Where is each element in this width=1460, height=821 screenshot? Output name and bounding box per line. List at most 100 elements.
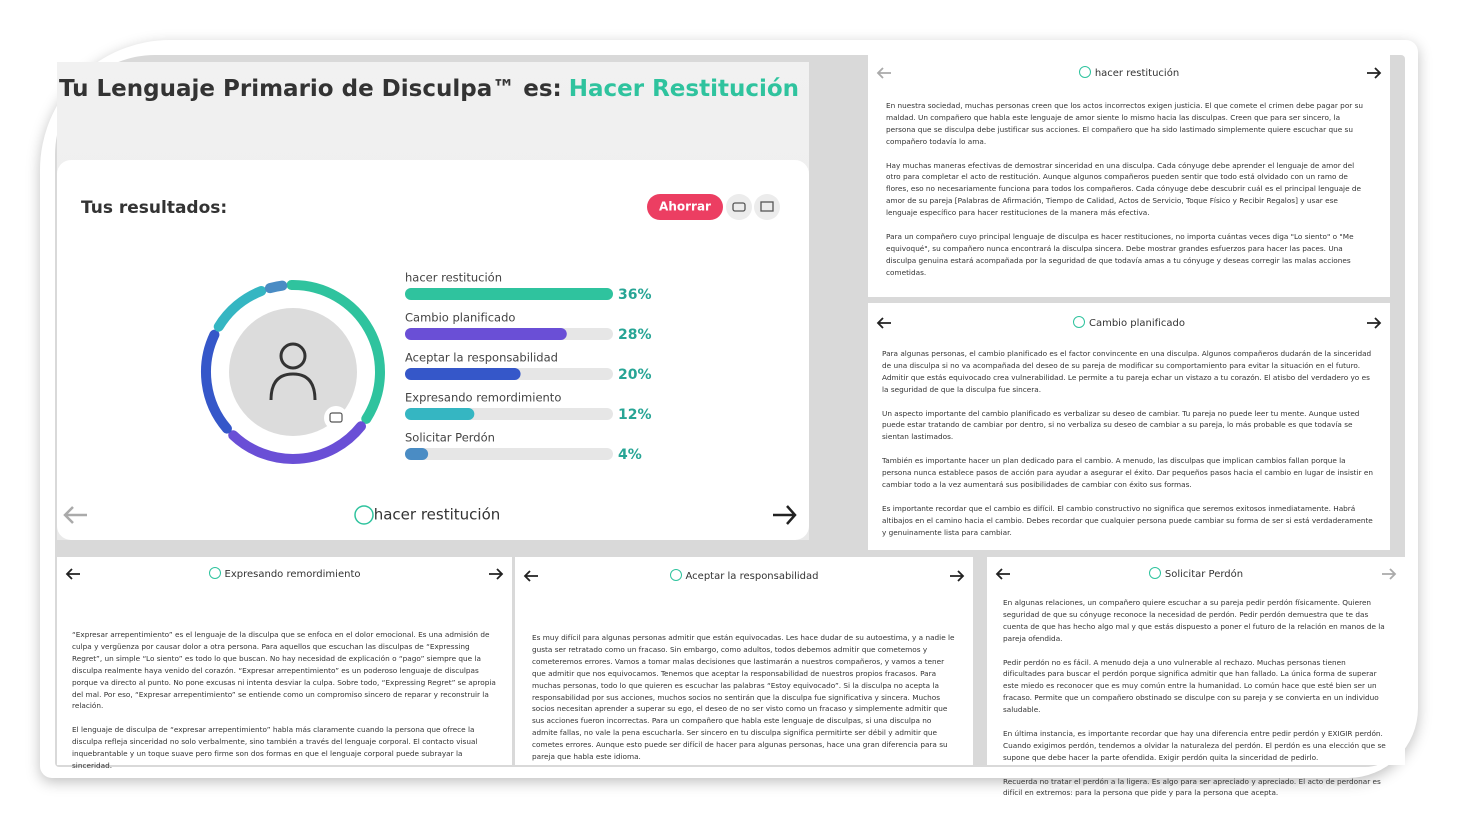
- page-title: Tu Lenguaje Primario de Disculpa™ es: Hac…: [59, 76, 799, 102]
- save-button-label[interactable]: Ahorrar: [659, 200, 711, 214]
- card-icon: [1072, 316, 1085, 328]
- card-paragraph: Un aspecto importante del cambio planifi…: [882, 408, 1360, 442]
- arrow-path: [1382, 568, 1397, 580]
- arrow-path: [489, 568, 504, 580]
- card-paragraph: El lenguaje de disculpa de “expresar arr…: [72, 725, 478, 770]
- bar-value-label: 4%: [618, 447, 642, 463]
- bar: [405, 368, 521, 380]
- card-paragraph: Es importante recordar que el cambio es …: [882, 503, 1373, 537]
- card-paragraph: En última instancia, es importante recor…: [1003, 728, 1386, 762]
- card-paragraph: Para algunas personas, el cambio planifi…: [882, 349, 1372, 394]
- donut-segment: [213, 285, 267, 332]
- bar-value-label: 20%: [618, 367, 652, 383]
- results-heading: Tus resultados:: [81, 198, 227, 218]
- bar: [405, 328, 567, 340]
- arrow-path: [995, 568, 1010, 580]
- card-title-text: Aceptar la responsabilidad: [685, 571, 819, 582]
- donut-segment: [201, 329, 232, 434]
- donut-segment: [286, 280, 385, 424]
- bar-label: Solicitar Perdón: [405, 431, 495, 445]
- arrow-path: [876, 317, 891, 329]
- info-card: Aceptar la responsabilidad Es muy difícil…: [515, 557, 973, 765]
- card-icon: [1078, 66, 1091, 78]
- camera-button[interactable]: [324, 406, 348, 430]
- card-title-text: Expresando remordimiento: [224, 569, 361, 580]
- avatar-head: [279, 342, 307, 370]
- camera-icon: [329, 412, 343, 423]
- next-arrow[interactable]: [773, 505, 797, 525]
- card-text: En nuestra sociedad, muchas personas cre…: [886, 100, 1370, 290]
- card-icon: [208, 567, 221, 579]
- prev-arrow[interactable]: [876, 67, 892, 79]
- arrow-path: [950, 570, 965, 582]
- info-card: Cambio planificado Para algunas personas,…: [868, 303, 1390, 550]
- print-icon: [732, 202, 746, 212]
- donut-segment: [228, 421, 366, 464]
- card-paragraph: Hay muchas maneras efectivas de demostra…: [886, 160, 1361, 218]
- bar: [405, 408, 475, 420]
- card-title: Solicitar Perdón: [987, 567, 1405, 580]
- card-title: Cambio planificado: [868, 316, 1390, 329]
- bar-value-label: 12%: [618, 407, 652, 423]
- next-arrow[interactable]: [1381, 568, 1397, 580]
- save-button[interactable]: [647, 194, 723, 220]
- arrow-path: [1367, 317, 1382, 329]
- card-paragraph: “Expresar arrepentimiento” es el lenguaj…: [72, 630, 496, 711]
- avatar-body: [269, 372, 317, 401]
- card-title: hacer restitución: [868, 66, 1390, 79]
- card-title-text: Cambio planificado: [1088, 318, 1186, 329]
- info-card: hacer restitución En nuestra sociedad, mu…: [868, 55, 1390, 297]
- card-paragraph: Recuerda no tratar el perdón a la ligera…: [1003, 776, 1381, 798]
- bar: [405, 448, 429, 460]
- card-text: En algunas relaciones, un compañero quie…: [1003, 597, 1389, 811]
- card-paragraph: Para un compañero cuyo principal lenguaj…: [886, 231, 1354, 277]
- arrow-path: [1367, 67, 1382, 79]
- arrow-path: [523, 570, 538, 582]
- card-title-text: Solicitar Perdón: [1164, 569, 1244, 580]
- card-paragraph: Pedir perdón no es fácil. A menudo deja …: [1003, 657, 1379, 715]
- bar-track: [405, 448, 613, 460]
- prev-arrow[interactable]: [995, 568, 1011, 580]
- card-icon: [1148, 567, 1161, 579]
- card-title: Expresando remordimiento: [57, 567, 512, 580]
- card-paragraph: Es muy difícil para algunas personas adm…: [532, 633, 955, 762]
- print-button[interactable]: [726, 194, 752, 220]
- card-icon: [669, 569, 682, 581]
- bar-label: Aceptar la responsabilidad: [405, 351, 558, 365]
- prev-arrow[interactable]: [876, 317, 892, 329]
- bar: [405, 288, 613, 300]
- title-text: Tu Lenguaje Primario de Disculpa™ es:: [59, 76, 562, 102]
- arrow-path: [65, 568, 80, 580]
- results-svg: Tu Lenguaje Primario de Disculpa™ es: Hac…: [57, 76, 809, 540]
- info-card: Expresando remordimiento “Expresar arrepe…: [57, 557, 512, 770]
- card-paragraph: También es importante hacer un plan dedi…: [882, 456, 1373, 489]
- avatar: [229, 308, 357, 436]
- arrow-path: [876, 67, 891, 79]
- prev-arrow[interactable]: [63, 506, 87, 524]
- email-button[interactable]: [754, 194, 780, 220]
- next-arrow[interactable]: [949, 570, 965, 582]
- prev-arrow[interactable]: [65, 568, 81, 580]
- email-icon: [760, 201, 774, 212]
- card-text: Para algunas personas, el cambio planifi…: [882, 348, 1374, 550]
- bar-value-label: 28%: [618, 327, 652, 343]
- info-card: Solicitar Perdón En algunas relaciones, u…: [987, 557, 1405, 797]
- bar-label: Expresando remordimiento: [405, 391, 561, 405]
- card-text: Es muy difícil para algunas personas adm…: [532, 632, 958, 775]
- card-title-text: hacer restitución: [1094, 68, 1180, 79]
- title-highlight: Hacer Restitución: [569, 76, 799, 102]
- next-arrow[interactable]: [1366, 317, 1382, 329]
- card-paragraph: En algunas relaciones, un compañero quie…: [1003, 598, 1385, 643]
- results-panel: Tu Lenguaje Primario de Disculpa™ es: Hac…: [57, 62, 809, 540]
- nav-label: hacer restitución: [374, 506, 501, 524]
- donut-segment: [264, 280, 288, 294]
- card-title: Aceptar la responsabilidad: [515, 569, 973, 582]
- next-arrow[interactable]: [488, 568, 504, 580]
- nav-icon: [354, 505, 374, 525]
- bar-label: hacer restitución: [405, 271, 502, 285]
- card-paragraph: En nuestra sociedad, muchas personas cre…: [886, 101, 1364, 146]
- next-arrow[interactable]: [1366, 67, 1382, 79]
- bar-label: Cambio planificado: [405, 311, 515, 325]
- prev-arrow[interactable]: [523, 570, 539, 582]
